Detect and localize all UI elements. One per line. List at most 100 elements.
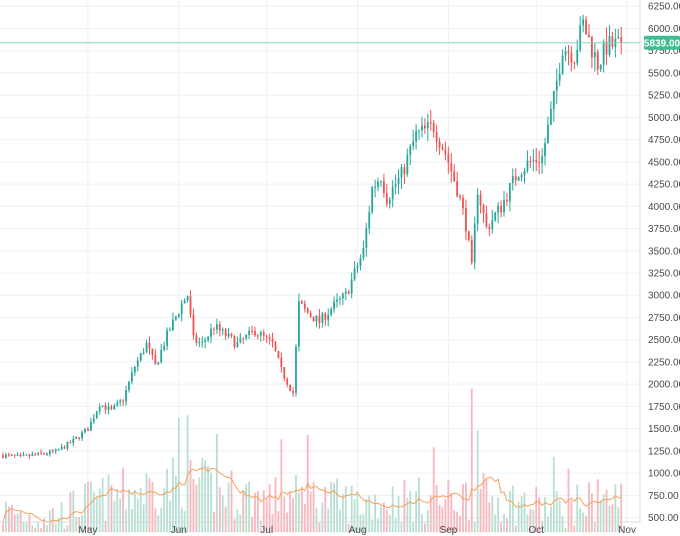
candle-body (602, 41, 605, 65)
volume-bar (312, 481, 315, 533)
candle-body (16, 454, 19, 456)
volume-bar (403, 480, 406, 533)
volume-bar (336, 478, 338, 533)
volume-bar (476, 430, 479, 533)
candle-body (92, 418, 95, 422)
volume-bar (467, 520, 470, 533)
volume-bar (289, 492, 292, 533)
candle-body (142, 352, 145, 354)
candle-body (438, 141, 441, 148)
candle-body (465, 208, 467, 232)
volume-bar (262, 490, 265, 533)
volume-ma-line (2, 466, 622, 523)
time-tick-label: May (79, 525, 98, 536)
candle-body (327, 314, 330, 321)
candle-body (46, 453, 48, 455)
volume-bar (128, 489, 130, 533)
candle-body (280, 357, 283, 368)
price-tick-label: 1750.00 (648, 402, 680, 413)
volume-bar (593, 522, 596, 533)
volume-bar (441, 507, 444, 533)
price-tick-label: 4750.00 (648, 135, 680, 146)
candle-body (256, 335, 259, 337)
volume-bar (511, 485, 514, 533)
candle-body (81, 432, 84, 439)
candle-body (450, 163, 453, 172)
candle-body (28, 454, 31, 457)
candle-body (377, 181, 379, 187)
candle-body (517, 177, 520, 181)
volume-bar (298, 492, 300, 533)
candle-body (5, 454, 7, 458)
candle-body (186, 296, 189, 301)
candle-body (136, 360, 139, 367)
volume-bar (470, 388, 473, 533)
volume-bar (274, 477, 277, 533)
candle-body (447, 154, 450, 164)
volume-bar (371, 519, 374, 533)
price-tick-label: 4250.00 (648, 180, 680, 191)
volume-bar (555, 491, 558, 533)
candle-body (506, 199, 508, 202)
candle-body (588, 34, 590, 38)
volume-bar (160, 507, 163, 533)
candle-body (128, 381, 130, 391)
price-tick-label: 1500.00 (648, 424, 680, 435)
candle-body (230, 333, 233, 337)
candle-body (547, 124, 549, 144)
volume-bar (201, 458, 204, 533)
volume-bar (292, 497, 294, 533)
volume-bar (221, 495, 224, 533)
candle-body (60, 446, 63, 450)
volume-bar (341, 493, 344, 533)
volume-bar (333, 482, 335, 533)
volume-bar (611, 504, 614, 533)
candle-body (309, 313, 312, 317)
volume-bar (256, 490, 259, 533)
candle-body (456, 181, 459, 197)
candle-body (582, 19, 585, 26)
candle-body (268, 336, 271, 339)
candle-body (315, 315, 318, 322)
price-tick-label: 5000.00 (648, 113, 680, 124)
candle-body (544, 143, 546, 157)
time-tick-label: Oct (528, 525, 544, 536)
candle-body (163, 345, 166, 350)
volume-bar (459, 515, 461, 533)
price-tick-label: 3000.00 (648, 291, 680, 302)
price-tick-label: 2000.00 (648, 380, 680, 391)
candle-body (101, 405, 104, 407)
candle-body (248, 330, 251, 335)
volume-bar (350, 485, 353, 533)
candle-body (295, 346, 297, 394)
candle-body (570, 53, 573, 63)
volume-bar (526, 514, 529, 533)
candle-body (292, 390, 294, 394)
volume-bar (251, 516, 253, 533)
volume-bar (497, 497, 500, 533)
candle-body (110, 406, 113, 410)
candle-body (84, 428, 86, 433)
candle-body (371, 187, 374, 213)
volume-bar (429, 495, 432, 533)
candle-body (421, 125, 423, 131)
candle-body (412, 141, 415, 147)
volume-bar (268, 484, 271, 533)
candle-body (330, 309, 333, 315)
volume-bar (151, 482, 154, 533)
volume-bar (207, 466, 210, 533)
candle-body (564, 51, 567, 56)
candle-body (406, 155, 409, 175)
volume-bar (10, 504, 13, 533)
candle-body (63, 446, 66, 449)
volume-bar (423, 523, 426, 533)
candle-body (283, 367, 286, 379)
volume-bar (142, 504, 145, 533)
candle-body (382, 181, 385, 194)
volume-bar (72, 490, 75, 533)
volume-bar (362, 513, 365, 533)
candle-body (274, 341, 277, 352)
